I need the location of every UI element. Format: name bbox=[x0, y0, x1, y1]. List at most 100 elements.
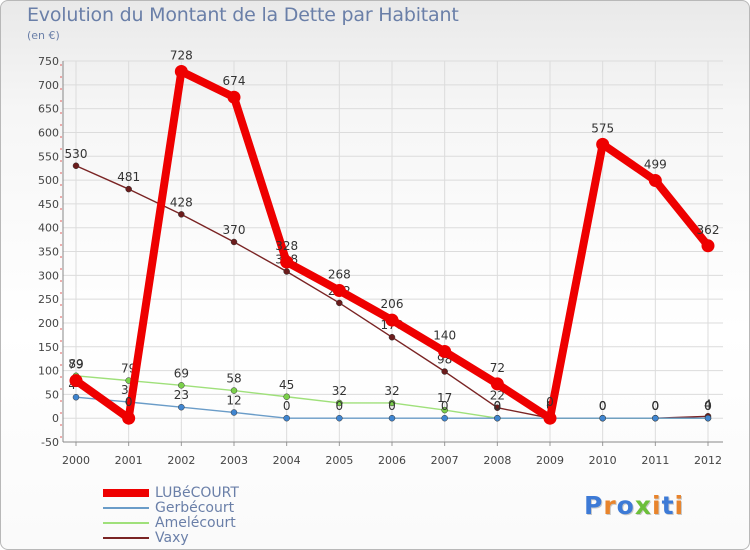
data-label-amelcourt: 69 bbox=[174, 366, 189, 380]
chart-title: Evolution du Montant de la Dette par Hab… bbox=[27, 4, 459, 26]
data-label-lubcourt: 72 bbox=[490, 361, 505, 375]
data-label-amelcourt: 0 bbox=[494, 399, 502, 413]
data-label-gerbcourt: 0 bbox=[283, 399, 291, 413]
data-label-gerbcourt: 0 bbox=[441, 399, 449, 413]
logo-letter: x bbox=[634, 491, 652, 520]
data-label-amelcourt: 45 bbox=[279, 378, 294, 392]
x-tick-label: 2003 bbox=[220, 454, 248, 467]
data-label-amelcourt: 0 bbox=[704, 399, 712, 413]
data-label-vaxy: 0 bbox=[599, 399, 607, 413]
data-point-vaxy bbox=[388, 333, 396, 341]
data-label-amelcourt: 89 bbox=[68, 357, 83, 371]
x-tick-label: 2004 bbox=[273, 454, 301, 467]
data-label-vaxy: 370 bbox=[223, 223, 246, 237]
data-label-gerbcourt: 12 bbox=[226, 393, 241, 407]
legend-item-gerbecourt: Gerbécourt bbox=[103, 501, 239, 516]
data-point-vaxy bbox=[125, 185, 132, 193]
x-tick-label: 2001 bbox=[115, 454, 143, 467]
data-point-gerbcourt bbox=[283, 414, 290, 422]
y-tick-label: 350 bbox=[38, 246, 59, 259]
legend-item-amelecourt: Amelécourt bbox=[103, 516, 239, 531]
y-tick-label: 400 bbox=[38, 222, 59, 235]
data-point-lubcourt bbox=[122, 411, 136, 425]
data-label-amelcourt: 0 bbox=[599, 399, 607, 413]
data-label-amelcourt: 32 bbox=[332, 384, 347, 398]
data-point-vaxy bbox=[283, 268, 290, 275]
x-tick-label: 2012 bbox=[694, 454, 722, 467]
data-point-amelcourt bbox=[388, 399, 396, 407]
logo-letter: o bbox=[616, 491, 635, 520]
data-point-lubcourt bbox=[490, 377, 504, 391]
data-point-vaxy bbox=[441, 368, 448, 375]
data-label-gerbcourt: 0 bbox=[704, 399, 712, 413]
legend-label-gerbecourt: Gerbécourt bbox=[155, 500, 235, 516]
data-label-vaxy: 530 bbox=[65, 147, 88, 161]
data-point-lubcourt bbox=[69, 374, 83, 388]
legend-swatch-gerbecourt bbox=[103, 507, 149, 509]
data-label-amelcourt: 0 bbox=[652, 399, 660, 413]
chart-unit: (en €) bbox=[27, 29, 60, 42]
data-label-lubcourt: 0 bbox=[125, 395, 133, 409]
data-point-gerbcourt bbox=[652, 414, 659, 422]
data-point-vaxy bbox=[494, 404, 501, 411]
data-label-lubcourt: 0 bbox=[546, 395, 554, 409]
data-label-vaxy: 0 bbox=[652, 399, 660, 413]
y-tick-label: 300 bbox=[38, 269, 59, 282]
data-point-lubcourt bbox=[701, 239, 715, 253]
data-label-amelcourt: 58 bbox=[226, 372, 241, 386]
data-label-gerbcourt: 0 bbox=[388, 399, 396, 413]
x-tick-label: 2011 bbox=[641, 454, 669, 467]
y-tick-label: 700 bbox=[38, 79, 59, 92]
logo-letter: P bbox=[584, 491, 604, 520]
data-point-lubcourt bbox=[596, 137, 610, 151]
data-label-gerbcourt: 0 bbox=[599, 399, 607, 413]
data-point-gerbcourt bbox=[336, 414, 343, 422]
data-label-lubcourt: 728 bbox=[170, 48, 193, 62]
y-tick-label: 50 bbox=[45, 388, 59, 401]
data-point-gerbcourt bbox=[441, 414, 448, 422]
logo-letter: i bbox=[652, 491, 662, 520]
data-label-gerbcourt: 0 bbox=[336, 399, 344, 413]
legend-label-amelecourt: Amelécourt bbox=[155, 515, 236, 531]
x-tick-label: 2000 bbox=[62, 454, 90, 467]
data-point-gerbcourt bbox=[599, 414, 606, 422]
proxiti-logo: Proxiti bbox=[584, 491, 684, 520]
data-label-gerbcourt: 0 bbox=[652, 399, 660, 413]
y-tick-label: 500 bbox=[38, 174, 59, 187]
legend-swatch-amelecourt bbox=[103, 522, 149, 524]
y-tick-label: 550 bbox=[38, 150, 59, 163]
data-label-vaxy: 481 bbox=[117, 170, 140, 184]
data-point-vaxy bbox=[72, 162, 80, 170]
data-label-lubcourt: 362 bbox=[697, 223, 720, 237]
data-label-lubcourt: 79 bbox=[68, 358, 83, 372]
data-point-gerbcourt bbox=[178, 403, 185, 411]
data-point-gerbcourt bbox=[494, 414, 501, 422]
legend-item-lubecourt: LUBéCOURT bbox=[103, 486, 239, 501]
data-label-lubcourt: 140 bbox=[433, 329, 456, 343]
data-point-lubcourt bbox=[280, 255, 294, 269]
x-tick-label: 2008 bbox=[483, 454, 511, 467]
data-point-lubcourt bbox=[174, 64, 188, 78]
logo-letter: r bbox=[603, 491, 617, 520]
y-tick-label: 600 bbox=[38, 126, 59, 139]
legend-label-lubecourt: LUBéCOURT bbox=[155, 485, 239, 501]
chart-legend: LUBéCOURT Gerbécourt Amelécourt Vaxy bbox=[103, 486, 239, 546]
data-point-vaxy bbox=[230, 238, 238, 246]
legend-swatch-lubecourt bbox=[103, 489, 149, 497]
x-tick-label: 2009 bbox=[536, 454, 564, 467]
data-point-amelcourt bbox=[336, 399, 343, 407]
data-point-vaxy bbox=[336, 299, 343, 307]
y-tick-label: 200 bbox=[38, 317, 59, 330]
data-label-gerbcourt: 23 bbox=[174, 388, 189, 402]
x-tick-label: 2002 bbox=[167, 454, 195, 467]
data-label-gerbcourt: 0 bbox=[494, 399, 502, 413]
data-point-lubcourt bbox=[438, 345, 452, 359]
data-point-lubcourt bbox=[648, 174, 662, 188]
y-tick-label: 250 bbox=[38, 293, 59, 306]
legend-label-vaxy: Vaxy bbox=[155, 530, 189, 546]
x-tick-label: 2006 bbox=[378, 454, 406, 467]
data-point-lubcourt bbox=[227, 90, 241, 104]
data-point-gerbcourt bbox=[72, 393, 80, 401]
data-point-amelcourt bbox=[230, 387, 238, 394]
